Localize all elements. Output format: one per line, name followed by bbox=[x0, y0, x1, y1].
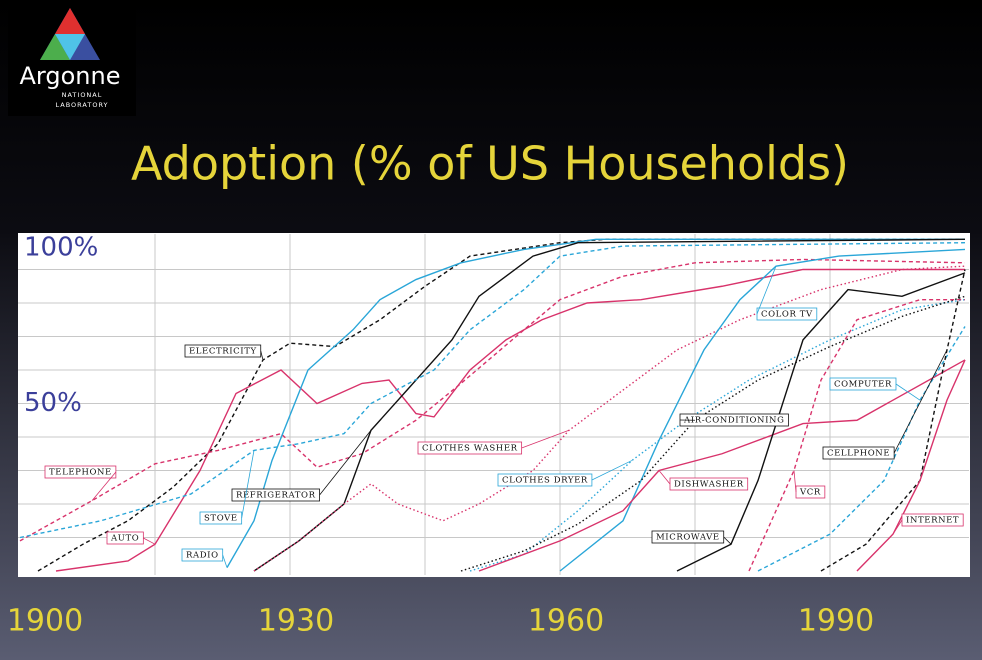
logo-name: Argonne bbox=[20, 62, 121, 90]
series-label: CLOTHES DRYER bbox=[502, 476, 588, 486]
series-label: AUTO bbox=[110, 534, 139, 544]
logo: Argonne NATIONAL LABORATORY bbox=[8, 4, 136, 116]
leader-line bbox=[319, 430, 372, 496]
leader-line bbox=[91, 471, 117, 501]
series-label: ELECTRICITY bbox=[189, 347, 257, 357]
series-label: COLOR TV bbox=[761, 310, 813, 320]
series-line bbox=[55, 268, 965, 572]
logo-part bbox=[40, 34, 70, 60]
logo-part bbox=[55, 8, 85, 34]
series-label: STOVE bbox=[204, 514, 238, 524]
logo-part bbox=[55, 34, 85, 60]
series-label: VCR bbox=[799, 488, 821, 498]
x-tick-label: 1900 bbox=[7, 604, 83, 639]
series-label: INTERNET bbox=[906, 516, 959, 526]
leader-line bbox=[143, 537, 156, 545]
x-tick-label: 1960 bbox=[528, 604, 604, 639]
leader-line bbox=[793, 470, 797, 493]
leader-line bbox=[658, 470, 671, 485]
series-label: REFRIGERATOR bbox=[236, 491, 316, 501]
x-tick-label: 1930 bbox=[258, 604, 334, 639]
ticks: 1900 1930 1960 1990 100% 50% bbox=[7, 233, 874, 639]
series-label: CELLPHONE bbox=[827, 449, 890, 459]
leader-line bbox=[893, 349, 948, 454]
leader-line bbox=[756, 266, 777, 315]
annotations: ELECTRICITY TELEPHONE AUTO RADIO REFRIGERATO… bbox=[44, 266, 964, 568]
leader-line bbox=[591, 460, 633, 481]
series-line bbox=[19, 258, 966, 542]
series-label: TELEPHONE bbox=[49, 468, 112, 478]
series-label: MICROWAVE bbox=[656, 533, 720, 543]
series-label: CLOTHES WASHER bbox=[422, 444, 518, 454]
grid bbox=[18, 234, 969, 575]
series-line bbox=[559, 248, 966, 572]
y-tick-label: 100% bbox=[24, 233, 98, 263]
plot-area bbox=[18, 233, 970, 577]
chart-title: Adoption (% of US Households) bbox=[131, 137, 849, 191]
leader-line bbox=[892, 519, 903, 535]
leader-line bbox=[260, 350, 264, 361]
lines bbox=[19, 238, 966, 572]
series-label: AIR-CONDITIONING bbox=[683, 416, 784, 426]
leader-line bbox=[723, 536, 732, 545]
series-line bbox=[469, 298, 966, 572]
series-line bbox=[253, 238, 966, 572]
series-label: RADIO bbox=[186, 551, 219, 561]
leader-line bbox=[241, 450, 255, 519]
y-tick-label: 50% bbox=[24, 388, 82, 418]
series-line bbox=[856, 359, 966, 572]
series-line bbox=[226, 238, 965, 568]
series-line bbox=[757, 326, 966, 572]
leader-line bbox=[895, 383, 921, 401]
series-label: DISHWASHER bbox=[674, 480, 744, 490]
logo-line: NATIONAL bbox=[62, 91, 103, 99]
leader-line bbox=[222, 554, 228, 568]
series-label: COMPUTER bbox=[834, 380, 892, 390]
series-line bbox=[478, 359, 966, 572]
series-line bbox=[748, 298, 965, 572]
x-tick-label: 1990 bbox=[798, 604, 874, 639]
logo-line: LABORATORY bbox=[55, 101, 108, 109]
leader-line bbox=[521, 429, 570, 449]
series-line bbox=[19, 242, 966, 539]
